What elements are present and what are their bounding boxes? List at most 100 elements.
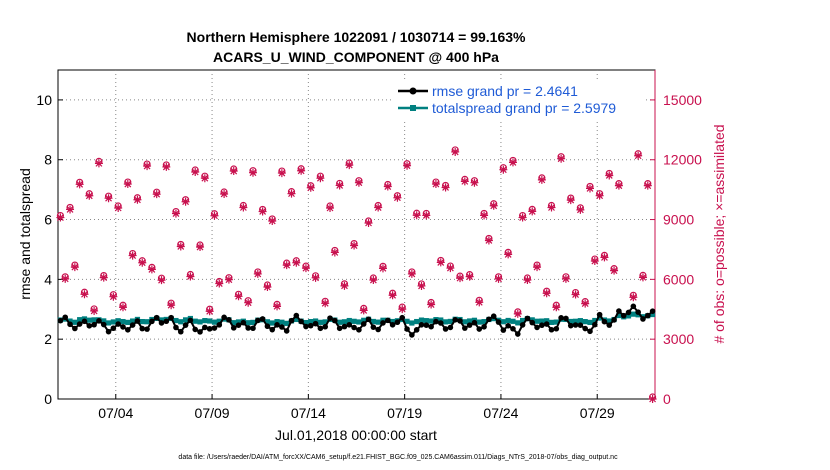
- spread-point: [510, 318, 516, 324]
- obs-assimilated-marker: [239, 203, 248, 212]
- obs-assimilated-marker: [200, 174, 209, 183]
- spread-point: [139, 318, 145, 325]
- rmse-point: [572, 322, 579, 328]
- obs-assimilated-marker: [571, 290, 580, 299]
- rmse-point: [519, 322, 526, 328]
- spread-point: [250, 319, 256, 325]
- obs-assimilated-marker: [393, 193, 402, 202]
- rmse-point: [96, 318, 102, 324]
- spread-point: [390, 318, 396, 325]
- obs-assimilated-marker: [383, 182, 392, 191]
- rmse-point: [206, 326, 213, 332]
- obs-assimilated-marker: [629, 293, 638, 302]
- obs-assimilated-marker: [171, 209, 180, 218]
- obs-assimilated-marker: [220, 189, 229, 198]
- rmse-point: [129, 322, 136, 328]
- rmse-point: [105, 328, 112, 335]
- rmse-point: [380, 320, 386, 326]
- obs-assimilated-marker: [436, 258, 445, 267]
- plot-frame: [57, 69, 656, 400]
- rmse-point: [250, 325, 256, 332]
- rmse-point: [514, 331, 521, 337]
- spread-point: [91, 317, 97, 323]
- rmse-point: [563, 315, 569, 322]
- obs-assimilated-marker: [547, 203, 556, 212]
- rmse-point: [240, 319, 247, 326]
- obs-assimilated-marker: [90, 306, 99, 315]
- rmse-point: [490, 313, 497, 320]
- x-tick-label: 07/24: [483, 405, 518, 421]
- spread-point: [216, 318, 222, 324]
- rmse-point: [346, 321, 353, 328]
- rmse-point: [539, 322, 545, 329]
- obs-assimilated-marker: [446, 264, 455, 273]
- rmse-point: [601, 318, 608, 325]
- obs-assimilated-marker: [138, 258, 147, 267]
- legend-rmse-marker: [409, 87, 417, 95]
- spread-point: [67, 318, 73, 324]
- rmse-point: [399, 314, 406, 321]
- obs-assimilated-marker: [378, 264, 387, 273]
- rmse-point: [91, 321, 97, 328]
- spread-point: [274, 319, 280, 325]
- spread-point: [115, 318, 121, 324]
- rmse-point: [606, 322, 613, 328]
- rmse-point: [510, 325, 516, 332]
- spread-point: [173, 317, 179, 324]
- rmse-point: [457, 318, 463, 324]
- spread-point: [361, 317, 367, 323]
- obs-assimilated-marker: [321, 299, 330, 308]
- rmse-point: [384, 317, 391, 324]
- rmse-point: [433, 318, 439, 325]
- obs-assimilated-marker: [412, 211, 421, 220]
- spread-point: [553, 319, 559, 325]
- obs-assimilated-marker: [297, 166, 306, 175]
- rmse-point: [389, 322, 396, 328]
- spread-point: [592, 317, 598, 324]
- spread-point: [534, 318, 540, 324]
- obs-assimilated-marker: [104, 194, 113, 203]
- rmse-point: [616, 308, 622, 314]
- legend-spread-label: totalspread grand pr = 2.5979: [432, 100, 616, 116]
- obs-assimilated-marker: [441, 183, 450, 192]
- rmse-point: [312, 320, 319, 327]
- rmse-point: [524, 315, 531, 322]
- footer-file-path: data file: /Users/raeder/DAI/ATM_forcXX/…: [178, 454, 618, 461]
- obs-assimilated-marker: [552, 303, 561, 312]
- spread-point: [428, 318, 434, 324]
- obs-assimilated-marker: [407, 269, 416, 278]
- spread-point: [279, 319, 285, 325]
- rmse-point: [481, 323, 487, 330]
- spread-point: [144, 319, 150, 325]
- rmse-point: [534, 324, 540, 331]
- obs-assimilated-marker: [590, 257, 599, 266]
- rmse-point: [100, 321, 107, 328]
- rmse-point: [365, 316, 372, 323]
- rmse-point: [168, 314, 174, 321]
- rmse-point: [149, 318, 155, 325]
- rmse-point: [423, 322, 430, 328]
- rmse-point: [418, 321, 425, 328]
- rmse-point: [221, 314, 227, 321]
- rmse-point: [649, 308, 656, 314]
- obs-assimilated-marker: [504, 250, 513, 259]
- obs-assimilated-marker: [244, 298, 253, 307]
- obs-assimilated-marker: [162, 162, 171, 171]
- spread-point: [414, 318, 420, 325]
- obs-assimilated-marker: [528, 207, 537, 216]
- spread-point: [587, 319, 593, 326]
- obs-assimilated-marker: [431, 180, 440, 189]
- spread-point: [356, 319, 362, 325]
- obs-assimilated-marker: [489, 201, 498, 210]
- obs-assimilated-marker: [133, 195, 142, 204]
- rmse-point: [153, 314, 160, 321]
- obs-assimilated-marker: [427, 300, 436, 309]
- rmse-point: [452, 317, 458, 323]
- rmse-point: [269, 326, 276, 333]
- rmse-point: [230, 325, 237, 331]
- rmse-point: [173, 324, 179, 331]
- obs-assimilated-marker: [316, 174, 325, 183]
- rmse-point: [81, 318, 88, 325]
- obs-assimilated-marker: [345, 161, 354, 170]
- rmse-point: [587, 328, 593, 335]
